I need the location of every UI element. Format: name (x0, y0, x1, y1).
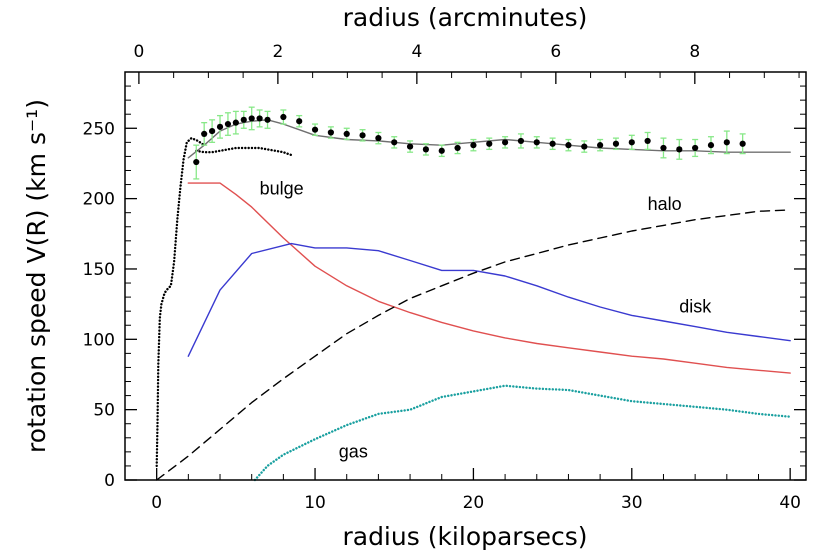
y-tick-label: 50 (93, 401, 115, 421)
x-axis-title: radius (kiloparsecs) (342, 522, 587, 551)
x2-tick-label: 6 (550, 42, 561, 62)
data-point (612, 140, 620, 147)
data-point (438, 147, 445, 154)
data-point (201, 130, 208, 138)
data-point (224, 120, 232, 128)
data-point (739, 140, 746, 147)
data-point (707, 142, 715, 149)
plot-frame (124, 71, 807, 481)
data-point (628, 139, 635, 146)
x-tick-label: 20 (463, 493, 485, 513)
data-point (501, 139, 509, 146)
data-point (248, 115, 255, 122)
x2-axis-title: radius (arcminutes) (343, 3, 588, 32)
axis-ticks: 0 10 20 30 40 0 2 4 6 8 0 50 100 150 200 250 (83, 42, 806, 513)
x-tick-label: 0 (151, 493, 162, 513)
x-tick-label: 40 (779, 493, 801, 513)
data-point (549, 140, 556, 147)
data-point (533, 139, 540, 146)
x2-tick-label: 8 (689, 42, 700, 62)
data-point (256, 115, 263, 122)
data-point (692, 144, 699, 152)
data-point (406, 143, 414, 150)
data-point (264, 116, 271, 123)
data-point (375, 135, 382, 142)
x2-tick-label: 4 (411, 42, 422, 62)
data-point (240, 116, 247, 123)
data-point (193, 158, 200, 166)
data-point (660, 144, 667, 152)
x2-tick-label: 2 (272, 42, 283, 62)
data-point (581, 143, 588, 150)
data-point (232, 119, 239, 126)
data-point (676, 146, 683, 153)
series-line-gas (253, 384, 792, 482)
annotation-gas: gas (339, 441, 368, 461)
y-tick-label: 150 (83, 260, 115, 280)
annotation-bulge: bulge (260, 178, 304, 198)
y-axis-title: rotation speed V(R) (km s⁻¹) (22, 99, 51, 453)
data-point (565, 142, 572, 149)
data-point (327, 129, 334, 136)
data-point (517, 137, 525, 145)
x2-tick-label: 0 (133, 42, 144, 62)
data-point (470, 142, 477, 149)
data-point (343, 130, 350, 138)
data-point (391, 139, 398, 146)
data-point (280, 113, 287, 121)
y-tick-label: 100 (83, 330, 115, 350)
data-point (597, 142, 604, 149)
data-point (644, 137, 651, 145)
y-tick-label: 200 (83, 190, 115, 210)
x-tick-label: 10 (304, 493, 326, 513)
series-line-disk (187, 242, 791, 357)
data-point (296, 118, 303, 125)
series-line-halo (155, 209, 791, 481)
annotation-disk: disk (679, 297, 712, 317)
data-point (311, 126, 319, 133)
series-line-bulge (187, 182, 791, 374)
data-point (723, 139, 730, 146)
y-tick-label: 250 (83, 119, 115, 139)
series-line-unlabeled-6 (195, 146, 293, 157)
data-point (209, 127, 216, 135)
plot-marks: bulge halo disk gas (155, 106, 792, 482)
y-tick-label: 0 (104, 471, 115, 491)
data-point (486, 140, 493, 147)
data-point (454, 144, 461, 152)
data-point (216, 123, 224, 130)
x-tick-label: 30 (621, 493, 643, 513)
data-point (422, 146, 430, 153)
series-line-unlabeled-5 (155, 136, 206, 468)
data-point (359, 132, 366, 139)
annotation-halo: halo (648, 194, 682, 214)
